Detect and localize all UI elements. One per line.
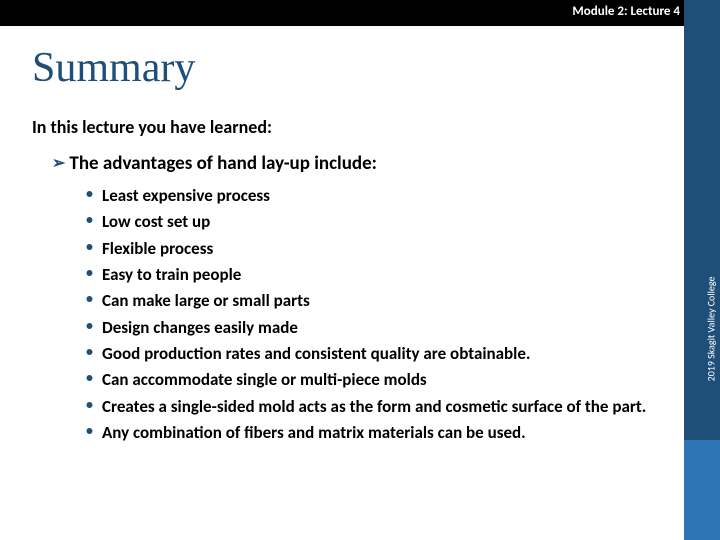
list-item: Design changes easily made <box>86 315 660 341</box>
module-label: Module 2: Lecture 4 <box>572 4 680 19</box>
section-heading: ➢The advantages of hand lay-up include: <box>52 152 660 175</box>
intro-line: In this lecture you have learned: <box>32 116 272 138</box>
side-bar-accent <box>684 440 720 540</box>
section: ➢The advantages of hand lay-up include: … <box>52 152 660 446</box>
list-item: Good production rates and consistent qua… <box>86 341 660 367</box>
chevron-right-icon: ➢ <box>52 153 65 173</box>
list-item: Easy to train people <box>86 262 660 288</box>
section-heading-text: The advantages of hand lay-up include: <box>69 152 377 175</box>
list-item: Can accommodate single or multi-piece mo… <box>86 367 660 393</box>
list-item: Least expensive process <box>86 183 660 209</box>
bullet-list: Least expensive process Low cost set up … <box>86 183 660 446</box>
slide: Module 2: Lecture 4 2019 Skagit Valley C… <box>0 0 720 540</box>
slide-title: Summary <box>32 44 195 92</box>
list-item: Flexible process <box>86 236 660 262</box>
copyright-text: 2019 Skagit Valley College <box>705 277 718 382</box>
list-item: Any combination of fibers and matrix mat… <box>86 420 660 446</box>
list-item: Creates a single-sided mold acts as the … <box>86 394 660 420</box>
list-item: Low cost set up <box>86 209 660 235</box>
list-item: Can make large or small parts <box>86 288 660 314</box>
